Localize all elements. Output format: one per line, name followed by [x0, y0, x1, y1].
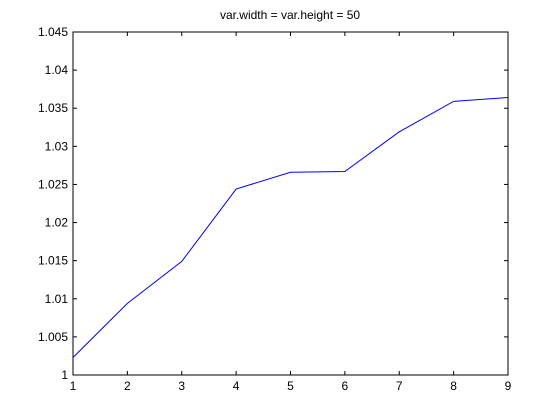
series-layer [72, 97, 509, 358]
x-tick-label: 5 [287, 379, 294, 393]
y-tick-label: 1.04 [45, 63, 69, 77]
x-tick-label: 1 [70, 379, 77, 393]
y-tick-label: 1.02 [45, 216, 69, 230]
y-tick-label: 1.005 [38, 330, 68, 344]
x-tick-label: 7 [396, 379, 403, 393]
y-axis-tick-labels: 1 1.005 1.01 1.015 1.02 1.025 1.03 1.035 1.04 1.0… [38, 25, 68, 382]
y-tick-label: 1.015 [38, 254, 68, 268]
y-tick-label: 1.045 [38, 25, 68, 39]
plot-frame [72, 31, 509, 376]
y-axis-ticks [73, 31, 508, 376]
x-tick-label: 9 [505, 379, 512, 393]
x-tick-label: 3 [178, 379, 185, 393]
y-tick-label: 1.035 [38, 101, 68, 115]
x-tick-label: 2 [124, 379, 131, 393]
y-tick-label: 1 [61, 368, 68, 382]
x-axis-ticks [72, 32, 509, 375]
y-tick-label: 1.025 [38, 177, 68, 191]
x-tick-label: 8 [450, 379, 457, 393]
x-tick-label: 6 [342, 379, 349, 393]
y-tick-label: 1.03 [45, 139, 69, 153]
chart-title: var.width = var.height = 50 [220, 8, 360, 22]
x-tick-label: 4 [233, 379, 240, 393]
y-tick-label: 1.01 [45, 292, 69, 306]
x-axis-tick-labels: 1 2 3 4 5 6 7 8 9 [70, 379, 512, 393]
